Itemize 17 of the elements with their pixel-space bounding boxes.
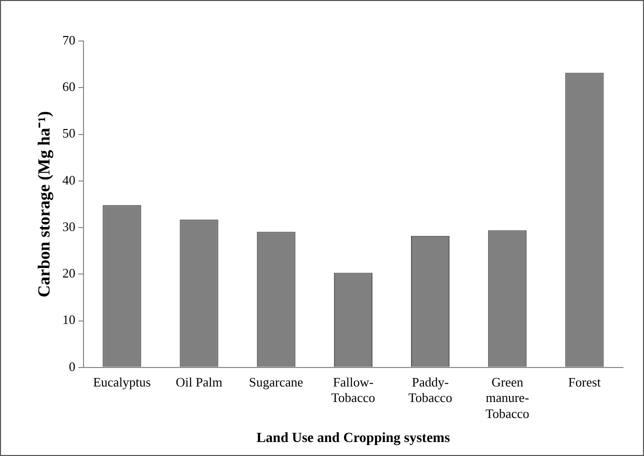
y-tick-label: 30 [62, 218, 76, 234]
x-tick-label: Eucalyptus [93, 374, 151, 390]
y-tick-label: 50 [62, 126, 76, 141]
x-tick-label: Oil Palm [176, 374, 222, 390]
x-axis-title: Land Use and Cropping systems [256, 431, 450, 446]
x-tick-label: Paddy- Tobacco [408, 374, 452, 406]
y-axis-title: Carbon storage (Mg ha⁻¹) [34, 111, 54, 298]
x-tick-label: Fallow- Tobacco [331, 374, 376, 406]
x-tick-label: Green manure- Tobacco [485, 374, 530, 421]
x-tick-label: Forest [568, 374, 602, 390]
y-tick-label: 40 [62, 172, 76, 188]
y-tick-label: 20 [62, 266, 76, 281]
y-tick-label: 0 [68, 358, 76, 374]
y-tick-label: 60 [62, 79, 76, 94]
y-tick-label: 10 [62, 312, 76, 328]
x-tick-label: Sugarcane [249, 374, 304, 390]
y-tick-label: 70 [62, 32, 76, 48]
